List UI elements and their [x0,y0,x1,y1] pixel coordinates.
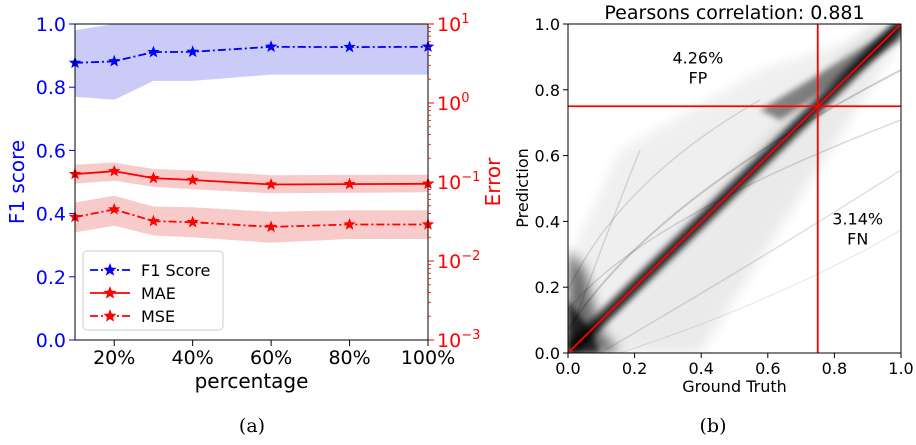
x-tick-label: 0.2 [622,359,647,378]
panel-a-ylabel: F1 score [5,140,29,224]
x-tick-label: 0.8 [822,359,847,378]
panel-b-x-ticks: 0.0 0.2 0.4 0.6 0.8 1.0 [555,353,914,378]
y-tick-label: 0.4 [36,204,66,226]
x-tick-label: 60% [250,347,292,369]
panel-a-caption: (a) [239,415,265,437]
x-tick-label: 1.0 [888,359,913,378]
panel-a-y-ticks: 0.0 0.2 0.4 0.6 0.8 1.0 [36,14,75,352]
legend-label-mae: MAE [141,284,176,303]
density-streak-2 [568,119,901,311]
y2-tick-label: 100 [437,91,469,115]
y-tick-label: 0.6 [36,140,66,162]
x-tick-label: 0.4 [688,359,713,378]
panel-b-caption: (b) [700,415,727,437]
y-tick-label: 0.8 [36,77,66,99]
panel-a-x-ticks: 20% 40% 60% 80% 100% [93,340,455,369]
x-tick-label: 40% [172,347,214,369]
point-f1-score [108,54,121,67]
legend-entry-mse: MSE [90,307,175,326]
y2-tick-label: 10−3 [437,328,480,352]
panel-b-title: Pearsons correlation: 0.881 [604,2,864,24]
point-mse [186,215,199,228]
panel-b-xlabel: Ground Truth [682,377,787,396]
identity-diagonal-line [568,24,901,353]
point-mse [108,202,121,215]
y-tick-label: 0.4 [535,212,560,231]
density-streak-6 [568,149,641,341]
y-tick-label: 1.0 [535,15,560,34]
band-mae [75,162,428,194]
density-streak-4 [599,169,901,353]
band-mse [75,195,428,243]
point-mae [108,164,121,177]
y-tick-label: 0.0 [36,330,66,352]
point-mae [343,177,356,190]
panel-b-annotations: 4.26%FP 3.14%FN [672,48,883,248]
legend-label-f1: F1 Score [141,261,210,280]
x-tick-label: 0.0 [555,359,580,378]
band-f1-score [75,24,428,100]
legend-star-marker [103,263,117,276]
x-tick-label: 20% [93,347,135,369]
panel-b-y-ticks: 0.0 0.2 0.4 0.6 0.8 1.0 [535,15,568,363]
y2-tick-label: 10−1 [437,170,480,194]
y-tick-label: 0.0 [535,344,560,363]
x-tick-label: 80% [328,347,370,369]
point-mae [264,177,278,190]
density-streak-1 [568,69,901,331]
panel-a-xlabel: percentage [195,369,309,393]
annotation-label: FP [688,68,707,87]
y-tick-label: 0.8 [535,81,560,100]
y-tick-label: 0.2 [535,278,560,297]
point-mse [264,220,278,233]
point-f1-score [264,40,278,53]
panel-a-y2-ticks: 10−3 10−2 10−1 100 101 [428,12,480,352]
legend-entry-mae: MAE [90,284,176,303]
legend-star-marker [103,309,117,322]
legend-star-marker [103,286,117,299]
density-streak-5 [619,229,901,353]
panel-b-overlay-lines [568,24,901,353]
panel-b-chart: 0.0 0.2 0.4 0.6 0.8 1.0 0.0 0.2 0.4 0.6 0.8 1.0 4.… [513,2,914,437]
panel-b-ylabel: Prediction [513,148,532,227]
legend-label-mse: MSE [141,307,175,326]
y-tick-label: 0.6 [535,147,560,166]
point-mse [147,214,160,227]
point-mae [186,173,199,186]
point-f1-score [186,45,199,58]
annotation-percent: 4.26% [672,48,723,67]
y2-tick-label: 10−2 [437,249,480,273]
point-mae [147,171,160,184]
y2-tick-label: 101 [437,12,469,36]
panel-a-ylabel-right: Error [481,157,505,207]
panel-a-legend: F1 Score MAE MSE [82,250,224,331]
annotation-percent: 3.14% [832,210,883,229]
y-tick-label: 1.0 [36,14,66,36]
point-f1-score [343,40,356,53]
density-streak-3 [568,99,761,291]
point-f1-score [147,45,160,58]
x-tick-label: 100% [401,347,455,369]
panel-b-frame [567,23,902,354]
y-tick-label: 0.2 [36,267,66,289]
panel-a-chart: 20% 40% 60% 80% 100% 0.0 0.2 0.4 0.6 0.8 1.0 10−3… [5,12,505,437]
annotation-label: FN [847,230,868,249]
legend-entry-f1: F1 Score [90,261,210,280]
x-tick-label: 0.6 [755,359,780,378]
panel-a-bands [75,24,428,243]
point-mse [343,217,356,230]
density-high-corner [760,24,901,120]
